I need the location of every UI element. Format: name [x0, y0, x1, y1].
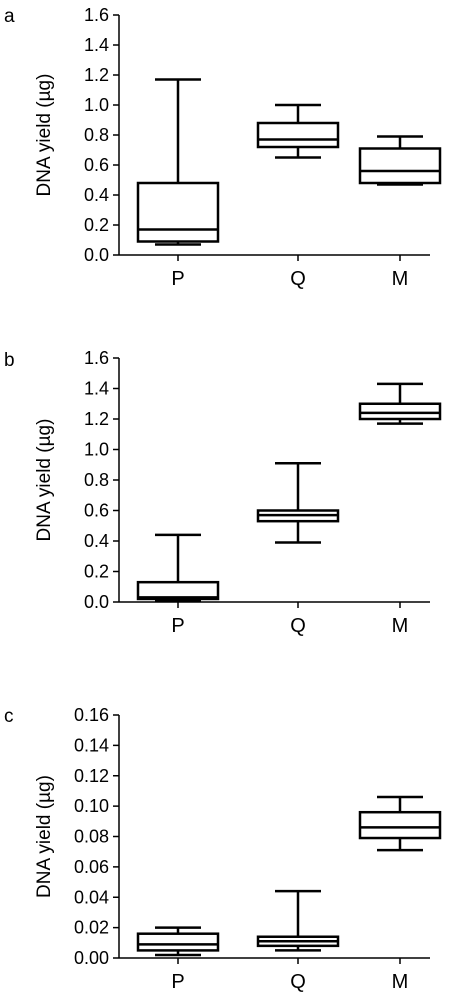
y-tick-label: 0.8	[84, 125, 109, 145]
panel-letter: a	[4, 6, 15, 27]
x-tick-label: M	[392, 615, 409, 637]
y-tick-label: 0.0	[84, 592, 109, 612]
y-tick-label: 0.8	[84, 470, 109, 490]
y-tick-label: 0.10	[74, 796, 109, 816]
y-tick-label: 0.2	[84, 562, 109, 582]
y-axis-label: DNA yield (µg)	[34, 419, 55, 542]
iqr-box	[136, 932, 220, 952]
y-tick-label: 0.6	[84, 155, 109, 175]
x-tick-label: P	[171, 615, 184, 637]
box-P	[136, 533, 220, 602]
y-tick-label: 0.14	[74, 735, 109, 755]
x-tick-label: M	[392, 971, 409, 993]
y-tick-label: 0.08	[74, 827, 109, 847]
y-axis-label: DNA yield (µg)	[34, 74, 55, 197]
iqr-box	[358, 810, 442, 840]
y-tick-label: 0.4	[84, 185, 109, 205]
y-tick-label: 1.6	[84, 348, 109, 368]
y-tick-label: 0.12	[74, 766, 109, 786]
box-M	[358, 135, 442, 186]
box-Q	[256, 103, 340, 159]
chart-panel-a: a 0.0 0.2 0.4 0.6 0.8 1.0 1.2 1.4 1.6 DNA yield (µ…	[4, 5, 442, 290]
x-tick-label: Q	[290, 615, 306, 637]
y-tick-label: 1.6	[84, 5, 109, 25]
box-M	[358, 382, 442, 425]
panel-letter: c	[4, 706, 14, 727]
y-tick-label: 1.2	[84, 65, 109, 85]
y-axis-label: DNA yield (µg)	[34, 775, 55, 898]
box-P	[136, 926, 220, 957]
y-tick-label: 0.4	[84, 531, 109, 551]
x-tick-label: Q	[290, 268, 306, 290]
y-tick-label: 0.0	[84, 245, 109, 265]
chart-panel-c: c 0.00 0.02 0.04 0.06 0.08 0.10 0.12 0.14 0.16 DNA…	[4, 705, 442, 993]
panel-letter: b	[4, 350, 15, 371]
y-tick-label: 1.4	[84, 379, 109, 399]
x-tick-label: P	[171, 268, 184, 290]
iqr-box	[358, 147, 442, 185]
x-tick-label: P	[171, 971, 184, 993]
iqr-box	[256, 121, 340, 149]
y-tick-label: 1.2	[84, 409, 109, 429]
y-tick-label: 1.4	[84, 35, 109, 55]
x-tick-label: M	[392, 268, 409, 290]
chart-panel-b: b 0.0 0.2 0.4 0.6 0.8 1.0 1.2 1.4 1.6 DNA yield (µ…	[4, 348, 442, 637]
box-M	[358, 795, 442, 852]
box-Q	[256, 461, 340, 544]
iqr-box	[136, 181, 220, 243]
x-tick-label: Q	[290, 971, 306, 993]
y-tick-label: 1.0	[84, 95, 109, 115]
y-tick-label: 0.16	[74, 705, 109, 725]
y-tick-label: 0.06	[74, 857, 109, 877]
iqr-box	[136, 580, 220, 601]
y-tick-label: 0.2	[84, 215, 109, 235]
box-P	[136, 78, 220, 246]
y-tick-label: 0.6	[84, 501, 109, 521]
box-Q	[256, 889, 340, 952]
iqr-box	[358, 402, 442, 421]
y-tick-label: 0.04	[74, 887, 109, 907]
y-tick-label: 0.00	[74, 948, 109, 968]
y-tick-label: 1.0	[84, 440, 109, 460]
y-tick-label: 0.02	[74, 918, 109, 938]
